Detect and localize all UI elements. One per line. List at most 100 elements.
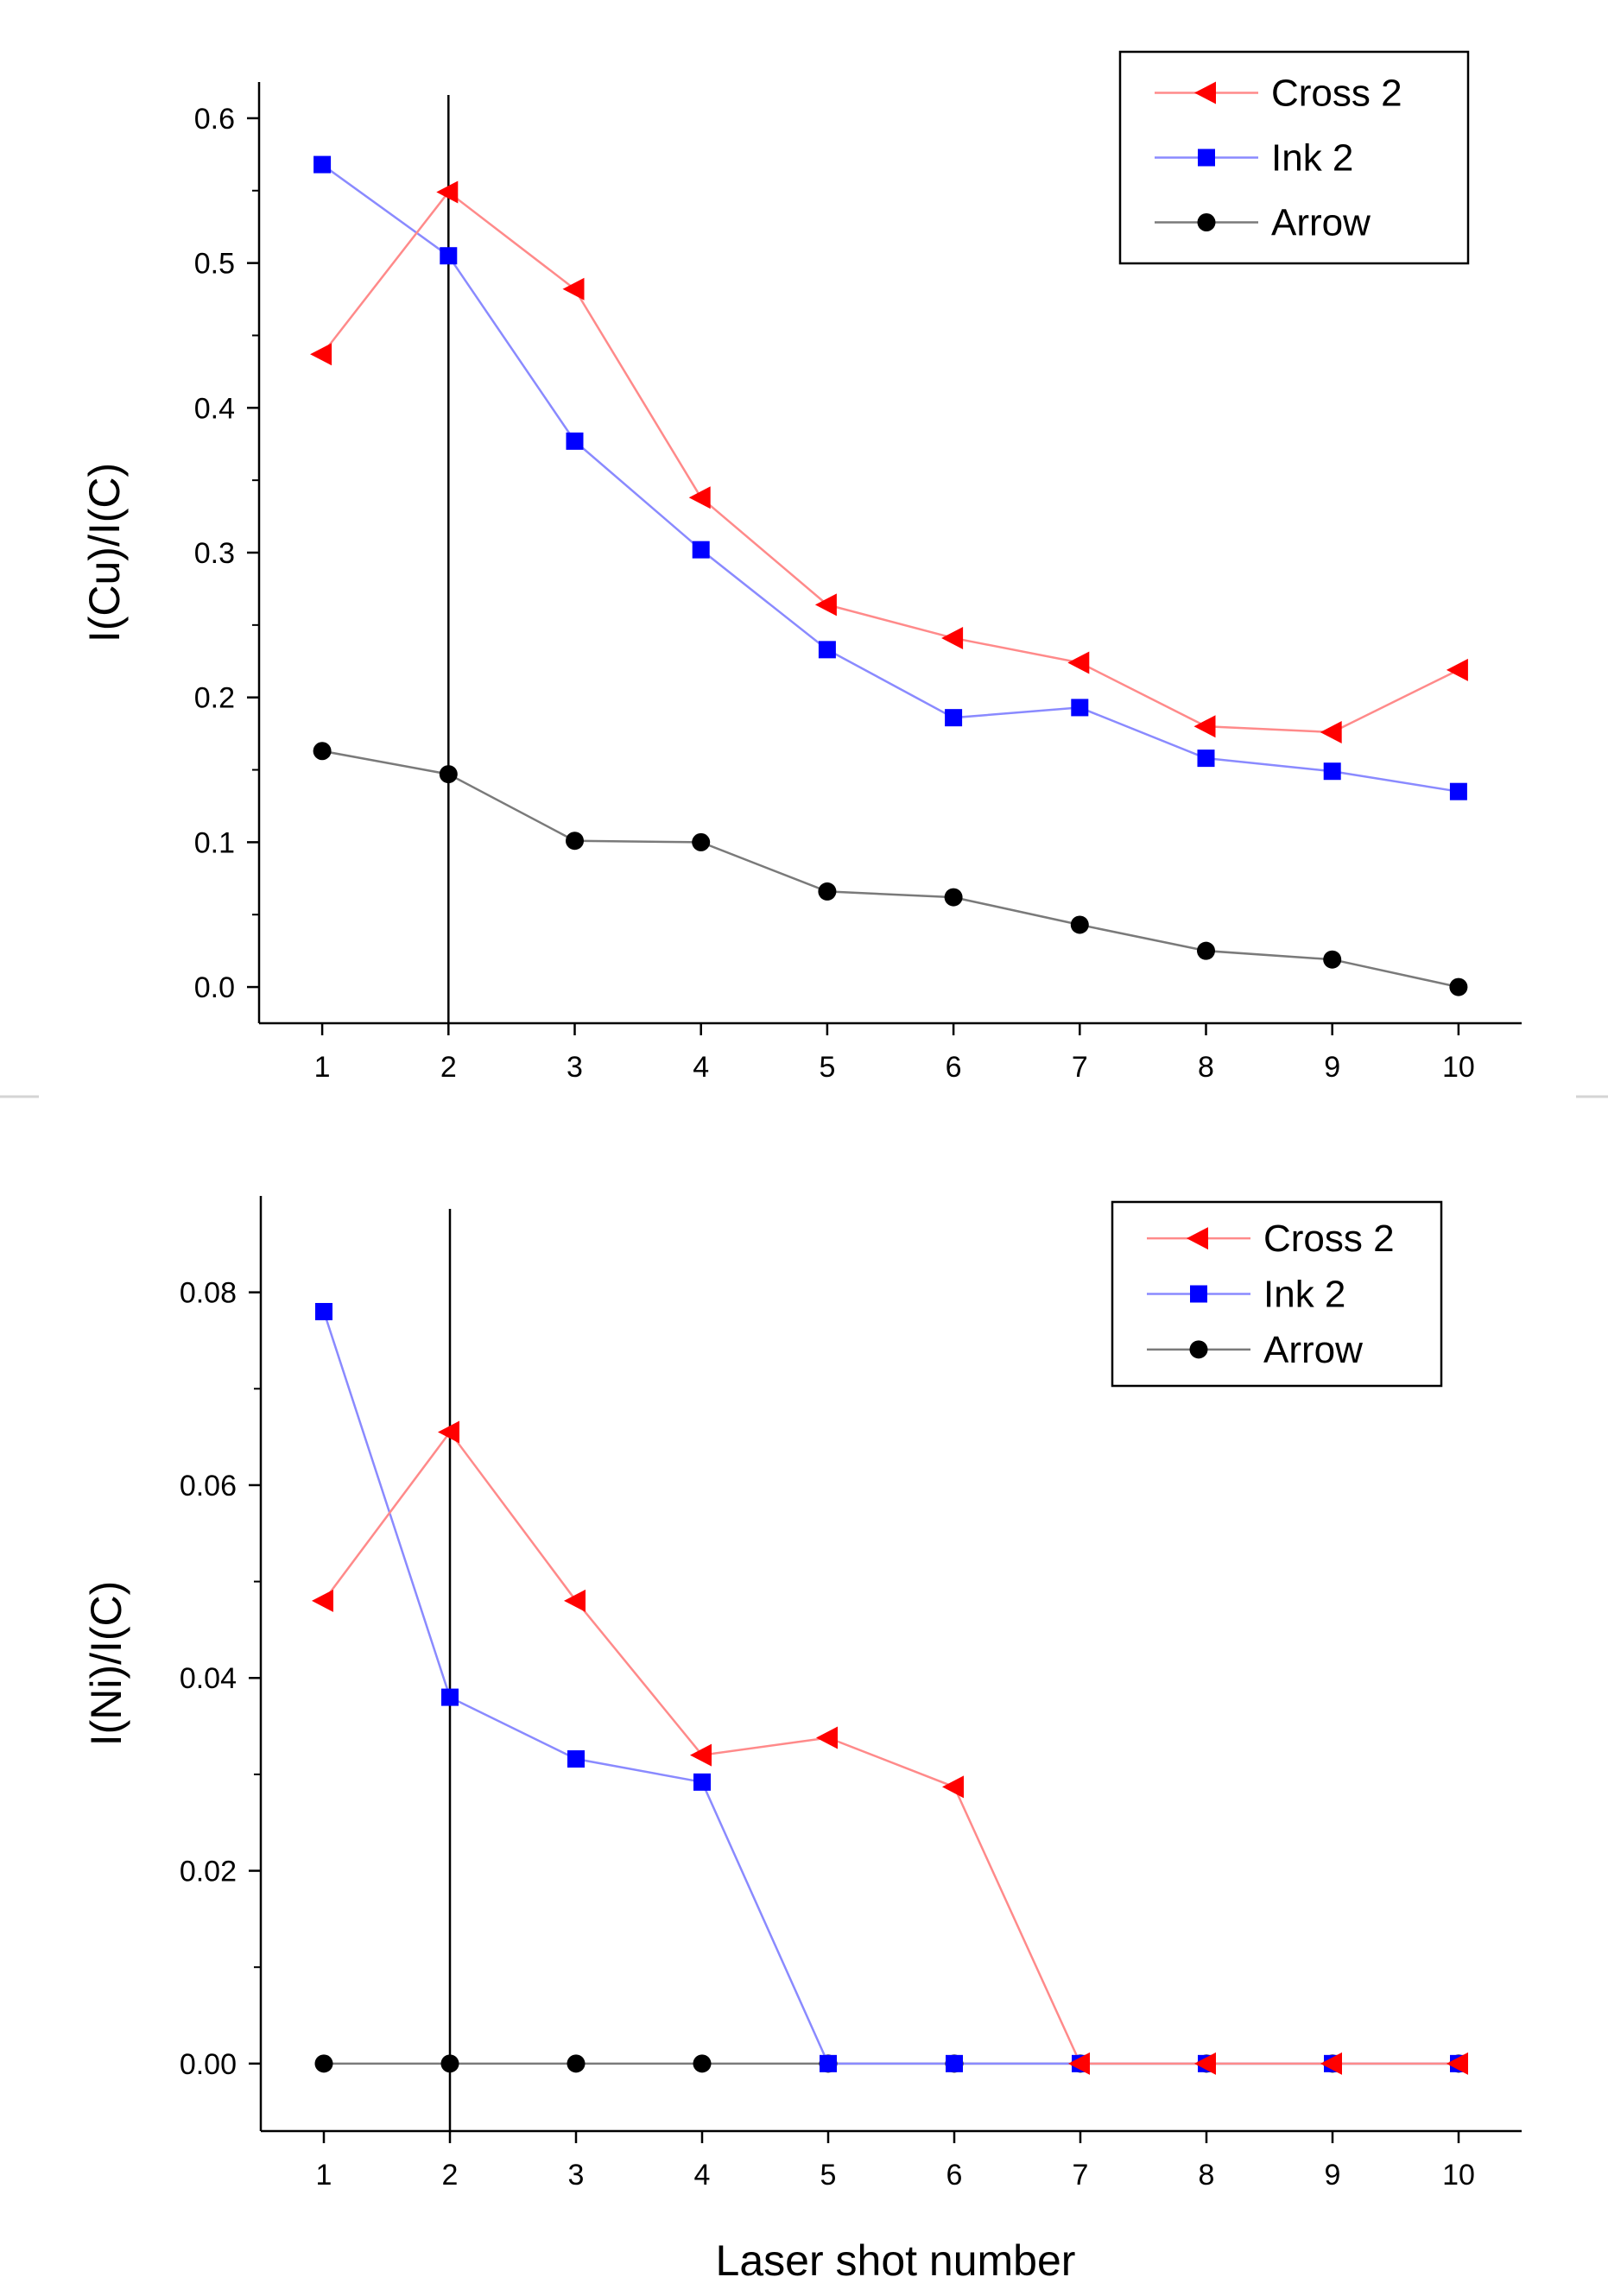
x-tick-label: 9 <box>1325 2159 1341 2192</box>
y-tick-label: 0.08 <box>180 1277 237 1310</box>
arrow-point <box>692 832 711 851</box>
cu-ratio-panel: 0.0 0.1 0.2 0.3 0.4 0.5 0.6 1 2 3 4 5 6 7 8 9 10 I(Cu)/I(… <box>80 50 1522 1084</box>
y-axis-title: I(Cu)/I(C) <box>80 463 129 642</box>
y-tick-label: 0.06 <box>180 1470 237 1502</box>
y-tick-label: 0.2 <box>194 682 235 715</box>
arrow-point <box>693 2054 712 2073</box>
ink-2-point <box>818 641 836 659</box>
legend-cross-2-label: Cross 2 <box>1263 1218 1395 1260</box>
legend-cross-2-label: Cross 2 <box>1271 73 1402 115</box>
y-tick-label: 0.04 <box>180 1662 237 1695</box>
ink-2-point <box>945 709 963 727</box>
cross-2-point <box>564 1589 586 1612</box>
ink-2-point <box>1197 750 1215 768</box>
cross-2-point <box>941 626 964 649</box>
x-tick-label: 2 <box>442 2159 459 2192</box>
cross-2-point <box>816 1726 838 1749</box>
x-tick-label: 3 <box>567 1051 583 1084</box>
ink-2-point <box>1071 699 1089 717</box>
cross-2-line <box>321 190 1459 734</box>
ink-2-point <box>313 155 332 174</box>
x-tick-label: 8 <box>1199 2159 1215 2192</box>
arrow-point <box>1070 915 1089 934</box>
cross-2-point <box>1447 2052 1468 2075</box>
ni-ratio-panel: 0.00 0.02 0.04 0.06 0.08 1 2 3 4 5 6 7 8 9 10 I(Ni)/I(C… <box>82 1196 1522 2285</box>
x-tick-label: 5 <box>820 2159 837 2192</box>
legend-arrow-label: Arrow <box>1271 202 1371 244</box>
x-tick-label: 9 <box>1324 1051 1340 1084</box>
arrow-point <box>1323 950 1342 969</box>
legend-ink-2-label: Ink 2 <box>1263 1274 1345 1316</box>
x-axis-title: Laser shot number <box>716 2236 1076 2285</box>
cross-2-point <box>310 343 332 366</box>
x-tick-label: 3 <box>568 2159 585 2192</box>
legend-ink-2-label: Ink 2 <box>1271 137 1353 180</box>
arrow-point <box>1449 977 1468 996</box>
ink-2-point <box>820 2054 837 2072</box>
arrow-line <box>321 750 1459 989</box>
y-tick-label: 0.3 <box>194 537 235 570</box>
arrow-point <box>567 2054 586 2073</box>
arrow-point <box>1197 941 1215 960</box>
cross-2-line <box>322 1430 1459 2065</box>
ink-2-point <box>567 1750 585 1768</box>
cross-2-point <box>438 1420 459 1444</box>
x-tick-label: 7 <box>1073 2159 1089 2192</box>
arrow-point <box>314 2054 333 2073</box>
ink-2-point <box>441 1688 459 1706</box>
x-tick-label: 1 <box>316 2159 332 2192</box>
cross-2-point <box>1068 2052 1090 2075</box>
cross-2-point <box>1320 720 1342 743</box>
legend-ink-2-marker <box>1190 1285 1207 1303</box>
cross-2-point <box>688 486 711 509</box>
ink-2-point <box>566 432 584 450</box>
x-tick-label: 1 <box>314 1051 331 1084</box>
ink-2-point <box>440 247 458 265</box>
y-tick-label: 0.1 <box>194 826 235 859</box>
x-tick-label: 2 <box>440 1051 457 1084</box>
cross-2-point <box>1067 651 1090 674</box>
ink-2-point <box>315 1302 332 1320</box>
x-tick-label: 7 <box>1072 1051 1088 1084</box>
y-axis-title: I(Ni)/I(C) <box>82 1581 130 1747</box>
x-tick-label: 6 <box>946 2159 963 2192</box>
legend-arrow-label: Arrow <box>1263 1329 1363 1371</box>
y-tick-label: 0.5 <box>194 248 235 281</box>
arrow-point <box>566 832 584 851</box>
ink-2-point <box>1449 782 1467 800</box>
y-tick-label: 0.0 <box>194 971 235 1004</box>
y-tick-label: 0.02 <box>180 1856 237 1888</box>
ink-2-point <box>692 541 710 559</box>
ink-2-point <box>946 2054 963 2072</box>
cross-2-point <box>1446 658 1468 681</box>
cross-2-point <box>312 1589 333 1612</box>
x-tick-label: 10 <box>1442 1051 1475 1084</box>
cross-2-point <box>814 593 837 617</box>
ink-2-point <box>693 1773 711 1791</box>
legend-arrow-marker <box>1189 1340 1208 1359</box>
legend-ink-2-marker <box>1198 149 1215 167</box>
ink-2-point <box>1323 762 1341 781</box>
y-tick-label: 0.6 <box>194 103 235 136</box>
arrow-point <box>818 882 837 901</box>
cross-2-point <box>562 277 585 300</box>
x-tick-label: 5 <box>819 1051 835 1084</box>
x-tick-label: 10 <box>1442 2159 1475 2192</box>
cross-2-point <box>436 180 459 204</box>
arrow-point <box>313 742 332 761</box>
arrow-point <box>439 765 458 784</box>
arrow-point <box>440 2054 459 2073</box>
ink-2-line <box>321 163 1459 793</box>
x-tick-label: 4 <box>694 2159 711 2192</box>
cross-2-point <box>1194 2052 1216 2075</box>
cross-2-point <box>1193 715 1216 738</box>
cross-2-point <box>1320 2052 1342 2075</box>
legend-arrow-marker <box>1197 213 1216 231</box>
y-tick-label: 0.4 <box>194 392 235 425</box>
cross-2-point <box>690 1743 712 1767</box>
x-tick-label: 8 <box>1198 1051 1214 1084</box>
legend-cross-2-marker <box>1187 1227 1208 1250</box>
x-tick-label: 4 <box>693 1051 709 1084</box>
x-tick-label: 6 <box>946 1051 962 1084</box>
